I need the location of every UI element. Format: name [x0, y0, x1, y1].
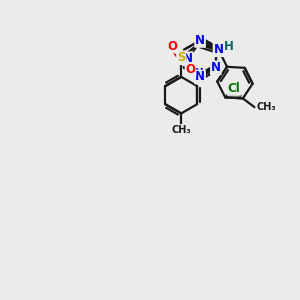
Text: O: O — [185, 63, 196, 76]
Text: Cl: Cl — [228, 82, 240, 95]
Text: N: N — [195, 34, 205, 47]
Text: O: O — [167, 40, 177, 53]
Text: N: N — [195, 70, 205, 83]
Text: CH₃: CH₃ — [171, 124, 191, 135]
Text: N: N — [194, 67, 203, 80]
Text: N: N — [211, 61, 221, 74]
Text: S: S — [177, 51, 185, 64]
Text: N: N — [214, 43, 224, 56]
Text: CH₃: CH₃ — [256, 102, 276, 112]
Text: H: H — [224, 40, 234, 53]
Text: N: N — [183, 52, 193, 65]
